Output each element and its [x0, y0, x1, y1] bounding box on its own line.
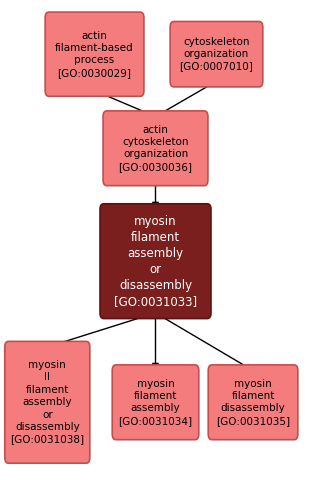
Text: myosin
filament
assembly
or
disassembly
[GO:0031033]: myosin filament assembly or disassembly … [114, 215, 197, 308]
Text: cytoskeleton
organization
[GO:0007010]: cytoskeleton organization [GO:0007010] [179, 37, 253, 72]
Text: myosin
filament
disassembly
[GO:0031035]: myosin filament disassembly [GO:0031035] [216, 379, 290, 426]
FancyBboxPatch shape [103, 111, 208, 186]
FancyBboxPatch shape [45, 12, 144, 96]
FancyBboxPatch shape [112, 365, 199, 440]
Text: actin
cytoskeleton
organization
[GO:0030036]: actin cytoskeleton organization [GO:0030… [118, 125, 193, 172]
FancyBboxPatch shape [208, 365, 298, 440]
Text: myosin
II
filament
assembly
or
disassembly
[GO:0031038]: myosin II filament assembly or disassemb… [10, 360, 84, 444]
Text: myosin
filament
assembly
[GO:0031034]: myosin filament assembly [GO:0031034] [118, 379, 193, 426]
Text: actin
filament-based
process
[GO:0030029]: actin filament-based process [GO:0030029… [55, 31, 134, 78]
FancyBboxPatch shape [100, 204, 211, 319]
FancyBboxPatch shape [170, 22, 263, 87]
FancyBboxPatch shape [5, 341, 90, 463]
